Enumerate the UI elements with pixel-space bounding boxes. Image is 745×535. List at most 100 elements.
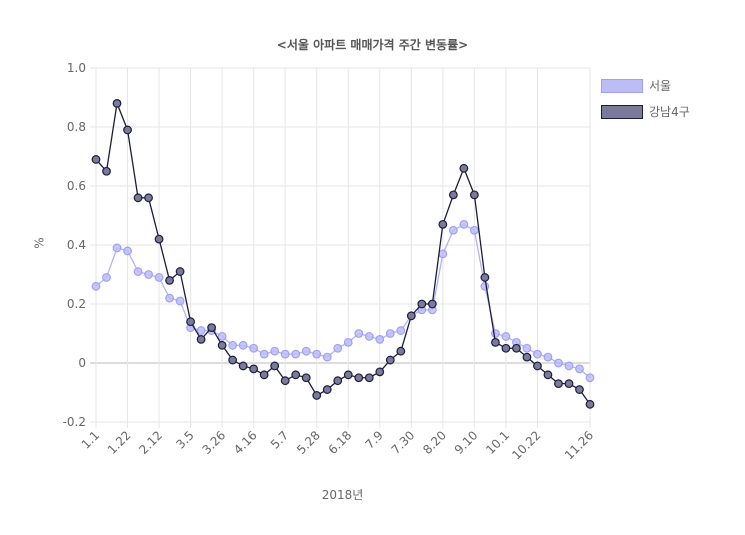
data-point-1 [270, 361, 280, 371]
x-tick-label: 5.28 [294, 428, 323, 457]
data-point-1 [459, 163, 469, 173]
x-tick-label: 3.26 [199, 428, 228, 457]
data-point-0 [543, 352, 553, 362]
data-point-0 [396, 326, 406, 335]
x-tick-label: 11.26 [562, 428, 596, 462]
data-point-1 [238, 361, 248, 371]
data-point-0 [133, 267, 143, 276]
data-point-0 [312, 349, 322, 359]
data-point-1 [343, 370, 353, 380]
data-point-1 [585, 399, 595, 409]
data-point-0 [238, 340, 248, 350]
data-point-0 [102, 273, 111, 282]
data-point-1 [144, 193, 153, 203]
x-tick-label: 8.20 [420, 428, 449, 457]
data-point-1 [249, 364, 259, 374]
data-point-0 [438, 249, 448, 259]
data-point-1 [364, 373, 374, 383]
data-point-0 [533, 349, 542, 359]
data-point-0 [522, 343, 532, 353]
legend-item-gangnam[interactable]: 강남4구 [601, 103, 690, 120]
data-point-0 [228, 340, 238, 350]
data-point-1 [543, 370, 553, 380]
y-tick-label: 0.8 [67, 120, 86, 134]
data-point-0 [91, 281, 101, 291]
data-point-1 [228, 355, 238, 365]
data-point-1 [480, 273, 490, 282]
x-tick-label: 10.22 [509, 428, 543, 462]
data-point-1 [186, 317, 195, 327]
legend-label-gangnam: 강남4구 [649, 105, 690, 119]
data-point-1 [175, 267, 185, 276]
legend-swatch-seoul [601, 78, 643, 93]
data-point-0 [491, 329, 500, 338]
x-tick-label: 6.18 [326, 428, 355, 457]
legend-swatch-gangnam [601, 104, 643, 119]
chart-title: <서울 아파트 매매가격 주간 변동률> [276, 38, 469, 52]
data-point-0 [259, 349, 269, 359]
data-point-1 [102, 166, 111, 176]
data-point-1 [406, 311, 416, 321]
data-point-0 [301, 346, 311, 356]
data-point-0 [270, 346, 280, 356]
x-tick-label: 3.5 [173, 428, 196, 451]
data-point-0 [291, 349, 301, 359]
data-point-0 [144, 270, 153, 279]
x-tick-label: 1.22 [105, 428, 134, 457]
y-tick-label: 0 [78, 356, 86, 370]
data-point-1 [154, 234, 164, 244]
data-point-1 [291, 370, 301, 380]
data-point-1 [312, 391, 322, 400]
data-point-1 [575, 385, 584, 394]
data-point-0 [480, 281, 490, 291]
data-point-1 [469, 190, 479, 200]
data-point-1 [165, 276, 174, 285]
data-point-1 [133, 193, 143, 203]
data-point-1 [501, 343, 511, 353]
data-point-1 [123, 125, 132, 135]
data-point-0 [112, 243, 122, 253]
y-tick-label: -0.2 [63, 415, 86, 429]
y-tick-label: 0.4 [67, 238, 86, 252]
data-point-1 [491, 337, 500, 347]
x-tick-label: 9.10 [452, 428, 481, 457]
data-point-1 [259, 370, 269, 380]
data-point-1 [207, 323, 217, 333]
legend-label-seoul: 서울 [649, 79, 672, 93]
data-point-0 [175, 296, 185, 306]
x-tick-label: 10.1 [483, 428, 512, 457]
x-tick-label: 2.12 [136, 428, 165, 457]
x-tick-label: 7.30 [389, 428, 418, 457]
data-point-1 [91, 155, 101, 164]
data-point-0 [165, 293, 174, 303]
data-point-1 [385, 355, 395, 365]
y-tick-label: 1.0 [67, 61, 86, 75]
data-point-0 [364, 332, 374, 341]
x-tick-label: 5.7 [268, 428, 291, 451]
data-point-0 [354, 329, 364, 338]
data-point-0 [469, 225, 479, 235]
data-point-1 [438, 219, 448, 229]
data-point-1 [533, 361, 542, 371]
data-point-0 [343, 337, 353, 347]
y-tick-label: 0.2 [67, 297, 86, 311]
data-point-1 [217, 340, 227, 350]
data-point-1 [396, 346, 406, 356]
data-point-0 [585, 373, 595, 383]
x-tick-label: 1.1 [79, 428, 102, 451]
data-point-0 [280, 349, 290, 359]
legend-item-seoul[interactable]: 서울 [601, 77, 671, 94]
data-point-1 [512, 343, 521, 353]
data-point-0 [501, 332, 511, 341]
data-point-0 [322, 352, 332, 362]
data-point-1 [301, 373, 311, 383]
data-point-0 [554, 358, 563, 368]
data-point-0 [154, 273, 164, 282]
data-point-1 [112, 98, 122, 108]
y-tick-label: 0.6 [67, 179, 86, 193]
data-point-0 [196, 326, 206, 335]
data-point-1 [417, 299, 427, 309]
x-tick-label: 7.9 [363, 428, 386, 451]
data-point-0 [217, 332, 227, 341]
